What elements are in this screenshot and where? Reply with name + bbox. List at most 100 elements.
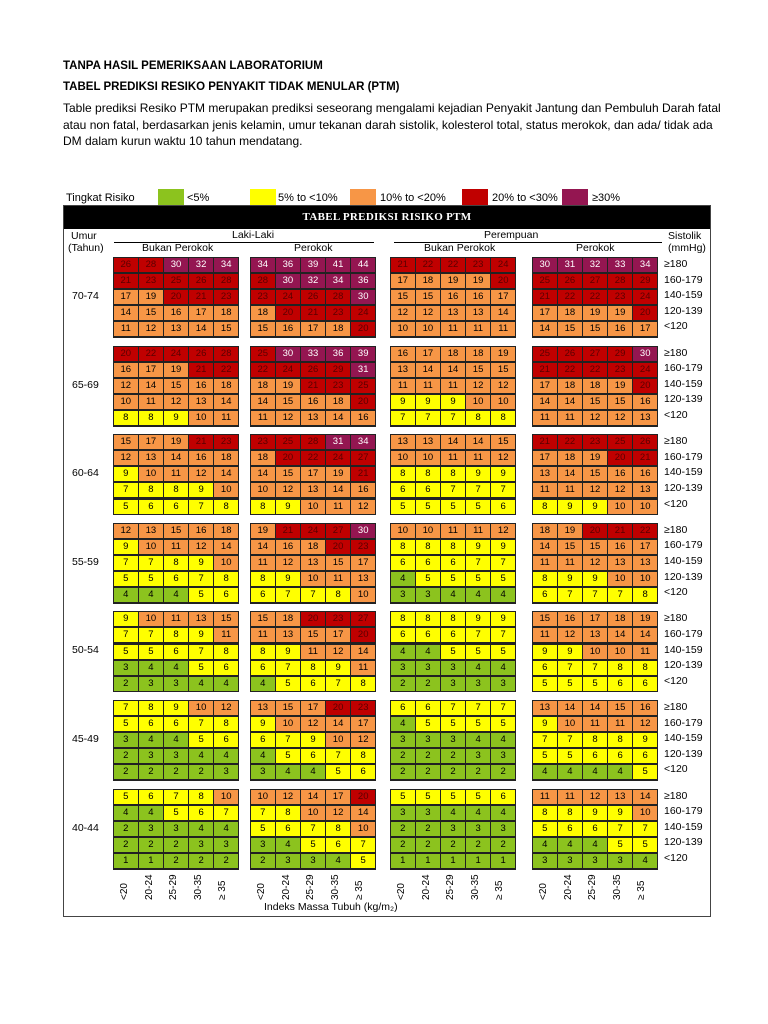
risk-cell: 18 (608, 612, 632, 627)
risk-cell: 7 (533, 733, 557, 748)
bmi-label: ≥ 35 (217, 880, 228, 900)
risk-cell: 8 (416, 539, 440, 554)
risk-cell: 6 (633, 749, 657, 764)
risk-cell: 9 (301, 733, 325, 748)
bmi-label: 30-35 (469, 874, 481, 900)
risk-cell: 27 (351, 451, 375, 466)
risk-cell: 5 (276, 749, 300, 764)
risk-cell: 11 (558, 555, 582, 570)
risk-cell: 8 (633, 588, 657, 603)
risk-cell: 16 (608, 322, 632, 337)
risk-cell: 7 (441, 410, 465, 425)
risk-cell: 21 (533, 435, 557, 450)
risk-cell: 2 (416, 837, 440, 852)
risk-cell: 7 (164, 789, 188, 804)
bmi-label: <20 (256, 883, 267, 900)
risk-table: TABEL PREDIKSI RISIKO PTM Umur (Tahun) S… (63, 205, 711, 917)
risk-cell: 3 (251, 765, 275, 780)
risk-cell: 20 (633, 378, 657, 393)
risk-cell: 6 (164, 572, 188, 587)
risk-cell: 17 (326, 628, 350, 643)
risk-cell: 19 (164, 435, 188, 450)
risk-panel: 34 36 39 41 44 28 30 32 34 36 23 24 26 28 30 18 20 21 23 24… (250, 257, 376, 338)
systolic-label: 120-139 (664, 747, 703, 760)
risk-cell: 18 (558, 306, 582, 321)
risk-cell: 10 (391, 523, 415, 538)
risk-cell: 7 (326, 676, 350, 691)
risk-cell: 14 (633, 789, 657, 804)
risk-cell: 3 (139, 676, 163, 691)
risk-cell: 5 (251, 821, 275, 836)
risk-cell: 29 (608, 346, 632, 361)
risk-cell: 2 (214, 853, 238, 868)
risk-cell: 2 (391, 837, 415, 852)
risk-cell: 11 (351, 660, 375, 675)
age-group-label: 60-64 (72, 467, 99, 480)
risk-cell: 21 (533, 290, 557, 305)
risk-cell: 14 (558, 394, 582, 409)
risk-cell: 8 (326, 588, 350, 603)
risk-cell: 14 (189, 322, 213, 337)
risk-cell: 10 (633, 572, 657, 587)
systolic-label: 140-159 (664, 466, 703, 479)
risk-cell: 24 (351, 306, 375, 321)
risk-cell: 15 (491, 435, 515, 450)
risk-cell: 15 (251, 612, 275, 627)
risk-cell: 5 (114, 717, 138, 732)
systolic-label: ≥180 (664, 523, 688, 536)
risk-cell: 17 (139, 362, 163, 377)
risk-cell: 10 (491, 394, 515, 409)
risk-cell: 18 (416, 274, 440, 289)
risk-cell: 20 (583, 523, 607, 538)
risk-cell: 6 (583, 749, 607, 764)
risk-cell: 7 (214, 805, 238, 820)
risk-cell: 15 (276, 394, 300, 409)
risk-cell: 10 (416, 523, 440, 538)
risk-cell: 20 (276, 306, 300, 321)
risk-cell: 12 (608, 410, 632, 425)
risk-cell: 8 (558, 805, 582, 820)
risk-cell: 11 (583, 717, 607, 732)
risk-cell: 23 (583, 435, 607, 450)
risk-cell: 31 (558, 258, 582, 272)
risk-cell: 30 (164, 258, 188, 272)
risk-panel: 25 26 27 29 30 21 22 22 23 24 17 18 18 19 20 14 14 15 15 16… (532, 345, 658, 427)
risk-cell: 12 (276, 483, 300, 498)
risk-cell: 5 (391, 789, 415, 804)
risk-cell: 3 (441, 733, 465, 748)
risk-cell: 19 (491, 346, 515, 361)
risk-panel: 11 11 12 13 14 8 8 9 9 10 5 6 6 7 7 4 4 4 5 5 3 3 3 3 4 (532, 788, 658, 870)
risk-cell: 3 (391, 660, 415, 675)
risk-cell: 7 (608, 588, 632, 603)
risk-cell: 13 (391, 362, 415, 377)
risk-cell: 34 (633, 258, 657, 272)
risk-cell: 9 (114, 467, 138, 482)
risk-cell: 41 (326, 258, 350, 272)
risk-cell: 16 (466, 290, 490, 305)
risk-cell: 15 (139, 306, 163, 321)
risk-cell: 17 (114, 290, 138, 305)
risk-cell: 26 (558, 274, 582, 289)
risk-cell: 4 (558, 765, 582, 780)
risk-cell: 14 (441, 435, 465, 450)
risk-cell: 7 (491, 483, 515, 498)
risk-cell: 6 (558, 821, 582, 836)
risk-cell: 13 (301, 410, 325, 425)
risk-cell: 9 (416, 394, 440, 409)
risk-cell: 36 (326, 346, 350, 361)
risk-cell: 2 (391, 749, 415, 764)
risk-cell: 4 (164, 733, 188, 748)
risk-cell: 2 (416, 749, 440, 764)
risk-cell: 18 (326, 322, 350, 337)
systolic-label: ≥180 (664, 612, 688, 625)
systolic-label: 160-179 (664, 362, 703, 375)
risk-cell: 8 (391, 467, 415, 482)
risk-cell: 34 (251, 258, 275, 272)
risk-cell: 10 (139, 612, 163, 627)
risk-cell: 11 (326, 499, 350, 514)
risk-cell: 16 (189, 378, 213, 393)
risk-cell: 3 (491, 749, 515, 764)
risk-cell: 6 (441, 555, 465, 570)
risk-cell: 29 (633, 274, 657, 289)
